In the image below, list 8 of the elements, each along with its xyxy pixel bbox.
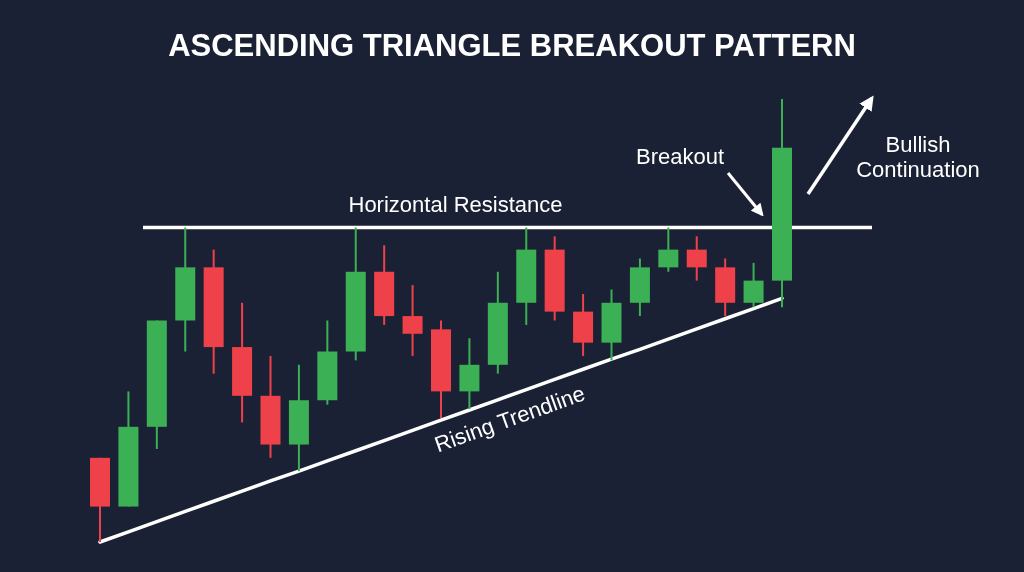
ref-line-label: Horizontal Resistance <box>348 192 563 218</box>
candlestick <box>743 261 764 309</box>
annotation: Breakout <box>635 144 725 169</box>
candlestick <box>686 235 707 282</box>
candlestick <box>402 284 423 357</box>
chart-title: ASCENDING TRIANGLE BREAKOUT PATTERN <box>168 28 856 63</box>
text: Bullish Continuation <box>856 132 980 182</box>
candlestick <box>658 226 679 273</box>
